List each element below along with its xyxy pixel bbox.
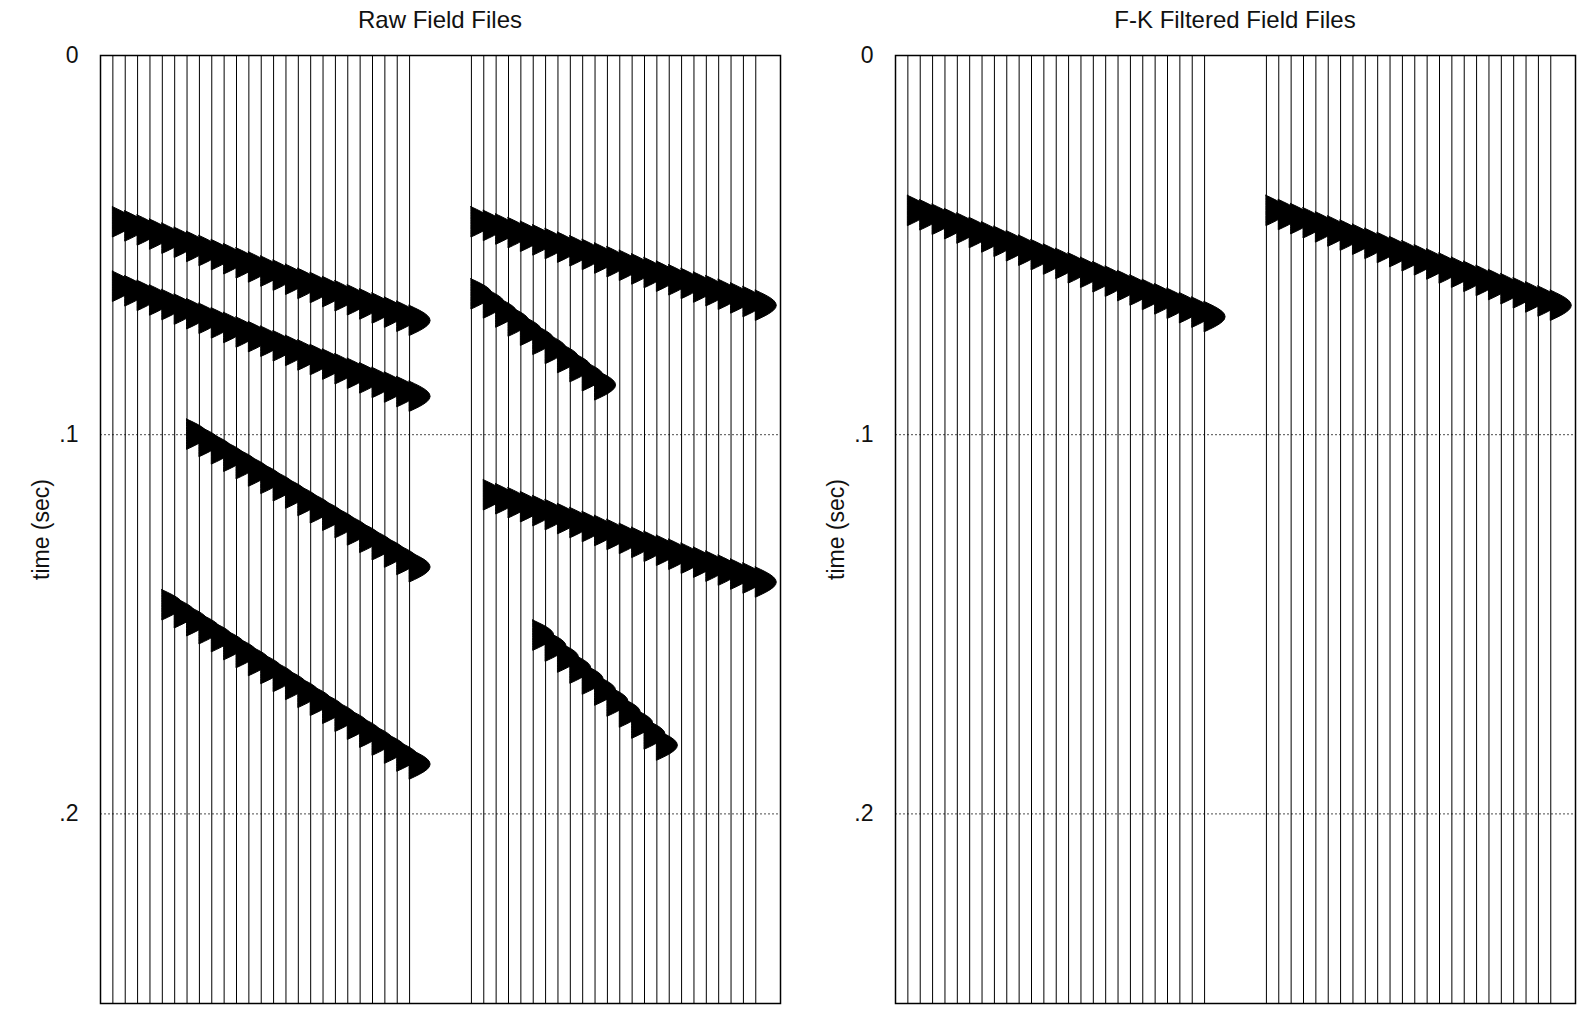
svg-text:.1: .1 — [59, 421, 78, 447]
svg-text:.1: .1 — [854, 421, 873, 447]
svg-text:0: 0 — [861, 42, 874, 68]
html-text:F-K Filtered Field Files: F-K Filtered Field Files — [1114, 6, 1356, 33]
svg-text:.2: .2 — [854, 800, 873, 826]
svg-text:time (sec): time (sec) — [823, 479, 849, 580]
svg-text:time (sec): time (sec) — [28, 479, 54, 580]
html-text:Raw Field Files: Raw Field Files — [358, 6, 522, 33]
svg-text:0: 0 — [66, 42, 79, 68]
svg-text:.2: .2 — [59, 800, 78, 826]
